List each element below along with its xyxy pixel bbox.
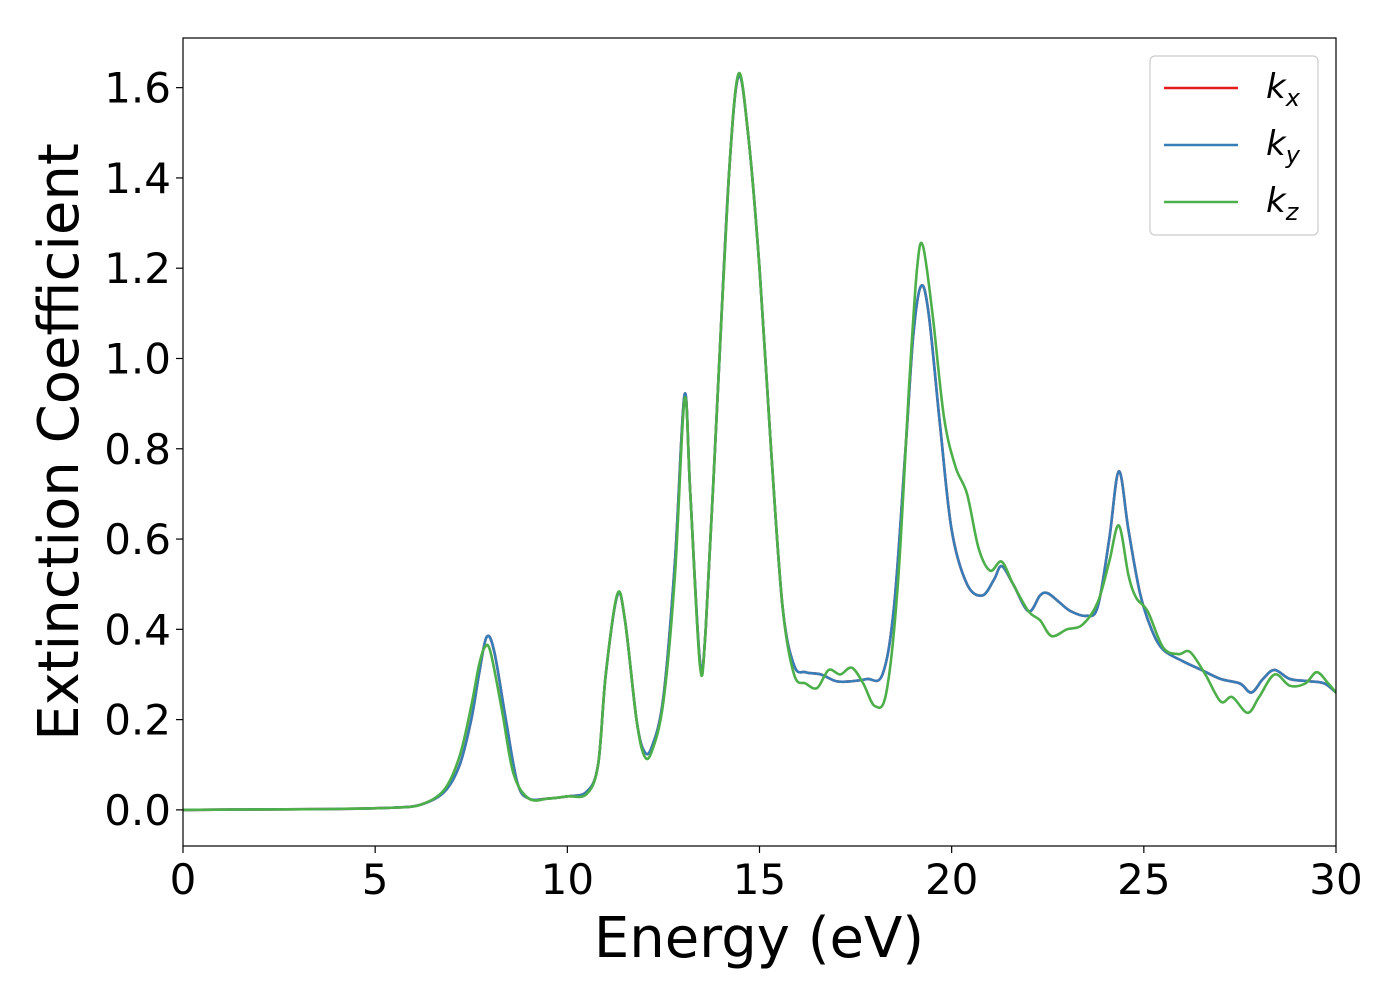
x-tick-label: 15 [733, 855, 786, 904]
x-tick-label: 0 [170, 855, 197, 904]
y-tick-label: 1.2 [104, 244, 171, 293]
y-tick-label: 1.0 [104, 334, 171, 383]
x-axis-title: Energy (eV) [594, 906, 924, 971]
series-layer [183, 71, 1336, 812]
y-tick-label: 0.8 [104, 425, 171, 474]
x-tick-label: 20 [925, 855, 978, 904]
y-tick-label: 0.6 [104, 515, 171, 564]
plot-area-background [183, 38, 1336, 846]
legend-label-ky: ky [1266, 124, 1301, 169]
y-tick-label: 0.0 [104, 786, 171, 835]
y-axis-title: Extinction Coefficient [27, 143, 92, 741]
y-tick-label: 0.4 [104, 605, 171, 654]
x-tick-label: 30 [1309, 855, 1362, 904]
y-axis: 0.0 0.2 0.4 0.6 0.8 1.0 1.2 1.4 1.6 [104, 64, 183, 835]
y-tick-label: 1.6 [104, 64, 171, 113]
x-tick-label: 5 [362, 855, 389, 904]
y-tick-label: 0.2 [104, 696, 171, 745]
x-tick-label: 25 [1117, 855, 1170, 904]
y-tick-label: 1.4 [104, 154, 171, 203]
x-tick-label: 10 [541, 855, 594, 904]
x-axis: 0 5 10 15 20 25 30 [170, 846, 1363, 904]
series-line-kz [183, 71, 1336, 812]
